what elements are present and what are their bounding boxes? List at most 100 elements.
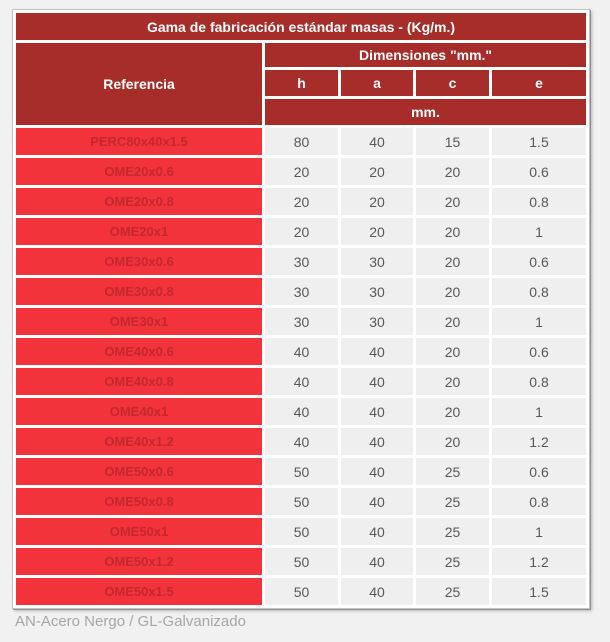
col-header-h: h	[265, 70, 338, 96]
value-cell-a: 20	[341, 158, 413, 185]
value-cell-a: 40	[341, 338, 413, 365]
value-cell-h: 30	[265, 248, 338, 275]
value-cell-c: 25	[416, 518, 489, 545]
unit-header-row: mm.	[16, 99, 586, 125]
table-row: OME30x0.6 30 30 20 0.6	[16, 248, 586, 275]
footer-note: AN-Acero Nergo / GL-Galvanizado	[15, 613, 246, 630]
reference-cell: OME30x0.6	[16, 248, 262, 275]
value-cell-a: 30	[341, 248, 413, 275]
table-row: OME30x1 30 30 20 1	[16, 308, 586, 335]
value-cell-h: 50	[265, 518, 338, 545]
value-cell-c: 25	[416, 488, 489, 515]
reference-cell: OME30x0.8	[16, 278, 262, 305]
reference-cell: OME50x1.5	[16, 578, 262, 605]
col-header-e: e	[492, 70, 586, 96]
table-body: PERC80x40x1.5 80 40 15 1.5 OME20x0.6 20 20 20 0.6…	[16, 128, 586, 605]
value-cell-h: 50	[265, 578, 338, 605]
table-row: OME40x1.2 40 40 20 1.2	[16, 428, 586, 455]
value-cell-h: 80	[265, 128, 338, 155]
value-cell-c: 25	[416, 548, 489, 575]
value-cell-e: 0.6	[492, 248, 586, 275]
value-cell-e: 1	[492, 398, 586, 425]
reference-cell: OME40x1	[16, 398, 262, 425]
value-cell-a: 30	[341, 278, 413, 305]
value-cell-c: 20	[416, 338, 489, 365]
reference-header: Referencia	[16, 43, 262, 125]
reference-cell: OME40x0.6	[16, 338, 262, 365]
value-cell-a: 40	[341, 398, 413, 425]
reference-cell: OME40x0.8	[16, 368, 262, 395]
spec-table-container: Gama de fabricación estándar masas - (Kg…	[12, 9, 590, 609]
table-row: OME50x1.2 50 40 25 1.2	[16, 548, 586, 575]
value-cell-a: 40	[341, 128, 413, 155]
value-cell-e: 1	[492, 518, 586, 545]
table-header-row: Referencia Dimensiones "mm."	[16, 43, 586, 125]
value-cell-a: 40	[341, 488, 413, 515]
value-cell-a: 40	[341, 548, 413, 575]
value-cell-e: 0.8	[492, 278, 586, 305]
reference-cell: OME50x1.2	[16, 548, 262, 575]
value-cell-c: 15	[416, 128, 489, 155]
value-cell-h: 30	[265, 308, 338, 335]
value-cell-h: 40	[265, 338, 338, 365]
value-cell-c: 20	[416, 398, 489, 425]
value-cell-c: 20	[416, 248, 489, 275]
value-cell-e: 0.8	[492, 488, 586, 515]
value-cell-e: 1.5	[492, 578, 586, 605]
col-header-a: a	[341, 70, 413, 96]
value-cell-h: 20	[265, 158, 338, 185]
table-row: OME50x0.8 50 40 25 0.8	[16, 488, 586, 515]
value-cell-h: 50	[265, 548, 338, 575]
reference-cell: OME20x0.8	[16, 188, 262, 215]
value-cell-e: 0.6	[492, 338, 586, 365]
value-cell-a: 40	[341, 368, 413, 395]
spec-table: Gama de fabricación estándar masas - (Kg…	[13, 10, 589, 608]
value-cell-e: 0.8	[492, 188, 586, 215]
reference-cell: OME40x1.2	[16, 428, 262, 455]
table-row: OME40x0.6 40 40 20 0.6	[16, 338, 586, 365]
value-cell-c: 20	[416, 158, 489, 185]
reference-cell: PERC80x40x1.5	[16, 128, 262, 155]
value-cell-a: 20	[341, 188, 413, 215]
value-cell-c: 20	[416, 368, 489, 395]
unit-header: mm.	[265, 99, 586, 125]
reference-cell: OME30x1	[16, 308, 262, 335]
value-cell-c: 25	[416, 578, 489, 605]
value-cell-h: 50	[265, 488, 338, 515]
value-cell-e: 1	[492, 308, 586, 335]
table-subheader-row: h a c e	[16, 70, 586, 96]
table-title-row: Gama de fabricación estándar masas - (Kg…	[16, 13, 586, 40]
value-cell-c: 20	[416, 428, 489, 455]
reference-cell: OME50x1	[16, 518, 262, 545]
value-cell-e: 0.6	[492, 158, 586, 185]
value-cell-h: 50	[265, 458, 338, 485]
table-title: Gama de fabricación estándar masas - (Kg…	[16, 13, 586, 40]
value-cell-a: 40	[341, 458, 413, 485]
value-cell-h: 40	[265, 368, 338, 395]
value-cell-h: 30	[265, 278, 338, 305]
value-cell-c: 25	[416, 458, 489, 485]
reference-cell: OME50x0.6	[16, 458, 262, 485]
value-cell-e: 0.6	[492, 458, 586, 485]
value-cell-a: 40	[341, 428, 413, 455]
value-cell-e: 1.5	[492, 128, 586, 155]
reference-cell: OME20x0.6	[16, 158, 262, 185]
value-cell-h: 40	[265, 428, 338, 455]
dimensions-header: Dimensiones "mm."	[265, 43, 586, 67]
value-cell-a: 30	[341, 308, 413, 335]
reference-cell: OME20x1	[16, 218, 262, 245]
value-cell-e: 0.8	[492, 368, 586, 395]
value-cell-h: 20	[265, 188, 338, 215]
value-cell-h: 40	[265, 398, 338, 425]
col-header-c: c	[416, 70, 489, 96]
value-cell-e: 1.2	[492, 428, 586, 455]
value-cell-c: 20	[416, 308, 489, 335]
table-row: PERC80x40x1.5 80 40 15 1.5	[16, 128, 586, 155]
table-row: OME50x1 50 40 25 1	[16, 518, 586, 545]
table-row: OME50x0.6 50 40 25 0.6	[16, 458, 586, 485]
table-row: OME20x0.6 20 20 20 0.6	[16, 158, 586, 185]
value-cell-c: 20	[416, 278, 489, 305]
value-cell-c: 20	[416, 218, 489, 245]
table-row: OME40x1 40 40 20 1	[16, 398, 586, 425]
table-row: OME20x0.8 20 20 20 0.8	[16, 188, 586, 215]
